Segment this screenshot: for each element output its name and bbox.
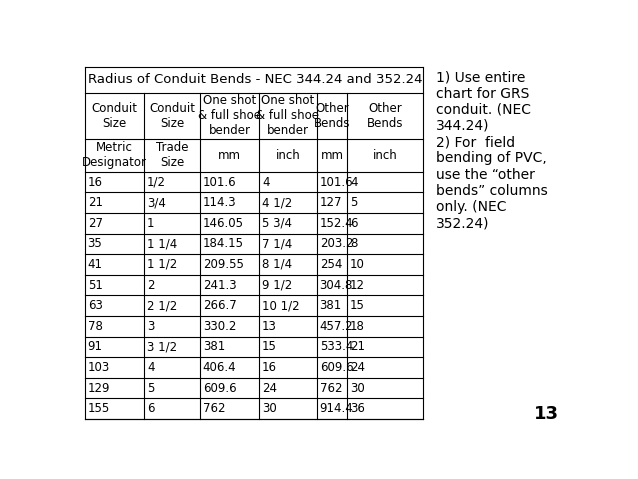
Text: One shot
& full shoe
bender: One shot & full shoe bender — [198, 94, 261, 137]
Text: Trade
Size: Trade Size — [156, 141, 188, 169]
Text: 914.4: 914.4 — [320, 402, 353, 415]
Text: 381: 381 — [203, 341, 225, 354]
Text: 8: 8 — [350, 238, 357, 251]
Text: 3: 3 — [147, 320, 154, 333]
Text: 24: 24 — [350, 361, 365, 374]
Text: 3/4: 3/4 — [147, 196, 166, 209]
Text: 127: 127 — [320, 196, 342, 209]
Text: inch: inch — [276, 148, 300, 162]
Text: 7 1/4: 7 1/4 — [262, 238, 292, 251]
Text: 114.3: 114.3 — [203, 196, 237, 209]
Text: 2 1/2: 2 1/2 — [147, 299, 177, 312]
Text: inch: inch — [373, 148, 397, 162]
Text: 36: 36 — [350, 402, 365, 415]
Text: 103: 103 — [87, 361, 110, 374]
Text: 10 1/2: 10 1/2 — [262, 299, 300, 312]
Text: 24: 24 — [262, 382, 277, 395]
Text: Radius of Conduit Bends - NEC 344.24 and 352.24: Radius of Conduit Bends - NEC 344.24 and… — [87, 73, 422, 86]
Text: 266.7: 266.7 — [203, 299, 237, 312]
Text: 41: 41 — [87, 258, 103, 271]
Text: 304.8: 304.8 — [320, 279, 353, 292]
Text: 330.2: 330.2 — [203, 320, 236, 333]
Text: 101.6: 101.6 — [203, 176, 237, 189]
Text: mm: mm — [320, 148, 343, 162]
Text: 1/2: 1/2 — [147, 176, 166, 189]
Text: 4: 4 — [350, 176, 358, 189]
Text: 15: 15 — [262, 341, 277, 354]
Text: 18: 18 — [350, 320, 365, 333]
Text: Other
Bends: Other Bends — [314, 102, 350, 130]
Text: 63: 63 — [87, 299, 103, 312]
Text: 10: 10 — [350, 258, 365, 271]
Text: 146.05: 146.05 — [203, 217, 244, 230]
Text: 3 1/2: 3 1/2 — [147, 341, 177, 354]
Text: 30: 30 — [262, 402, 277, 415]
Text: 30: 30 — [350, 382, 365, 395]
Text: Other
Bends: Other Bends — [367, 102, 404, 130]
Text: 6: 6 — [350, 217, 358, 230]
Text: 533.4: 533.4 — [320, 341, 353, 354]
Text: 5: 5 — [350, 196, 357, 209]
Text: 4 1/2: 4 1/2 — [262, 196, 292, 209]
Text: 406.4: 406.4 — [203, 361, 237, 374]
Text: 457.2: 457.2 — [320, 320, 353, 333]
Text: 4: 4 — [262, 176, 270, 189]
Text: 1 1/2: 1 1/2 — [147, 258, 177, 271]
Text: 21: 21 — [87, 196, 103, 209]
Text: 12: 12 — [350, 279, 365, 292]
Text: 209.55: 209.55 — [203, 258, 244, 271]
Text: 609.6: 609.6 — [203, 382, 237, 395]
Text: 101.6: 101.6 — [320, 176, 353, 189]
Text: mm: mm — [218, 148, 241, 162]
Text: One shot
& full shoe
bender: One shot & full shoe bender — [256, 94, 320, 137]
Text: 6: 6 — [147, 402, 154, 415]
Text: 155: 155 — [87, 402, 110, 415]
Text: 8 1/4: 8 1/4 — [262, 258, 292, 271]
Text: Conduit
Size: Conduit Size — [149, 102, 195, 130]
Text: 35: 35 — [87, 238, 103, 251]
Text: 762: 762 — [203, 402, 225, 415]
Text: 1) Use entire
chart for GRS
conduit. (NEC
344.24)
2) For  field
bending of PVC,
: 1) Use entire chart for GRS conduit. (NE… — [436, 70, 547, 230]
Text: 9 1/2: 9 1/2 — [262, 279, 292, 292]
Text: 13: 13 — [262, 320, 277, 333]
Text: 241.3: 241.3 — [203, 279, 237, 292]
Text: 609.6: 609.6 — [320, 361, 353, 374]
Text: 27: 27 — [87, 217, 103, 230]
Text: 21: 21 — [350, 341, 365, 354]
Text: 2: 2 — [147, 279, 154, 292]
Text: 762: 762 — [320, 382, 342, 395]
Text: 5 3/4: 5 3/4 — [262, 217, 292, 230]
Text: Metric
Designator: Metric Designator — [82, 141, 147, 169]
Text: 4: 4 — [147, 361, 154, 374]
Text: 129: 129 — [87, 382, 110, 395]
Text: 51: 51 — [87, 279, 103, 292]
Text: 203.2: 203.2 — [320, 238, 353, 251]
Text: 184.15: 184.15 — [203, 238, 244, 251]
Text: Conduit
Size: Conduit Size — [91, 102, 137, 130]
Text: 15: 15 — [350, 299, 365, 312]
Text: 152.4: 152.4 — [320, 217, 353, 230]
Text: 78: 78 — [87, 320, 103, 333]
Text: 5: 5 — [147, 382, 154, 395]
Text: 254: 254 — [320, 258, 342, 271]
Text: 91: 91 — [87, 341, 103, 354]
Text: 1: 1 — [147, 217, 154, 230]
Text: 1 1/4: 1 1/4 — [147, 238, 177, 251]
Text: 13: 13 — [535, 405, 560, 422]
Text: 16: 16 — [87, 176, 103, 189]
Text: 381: 381 — [320, 299, 342, 312]
Text: 16: 16 — [262, 361, 277, 374]
